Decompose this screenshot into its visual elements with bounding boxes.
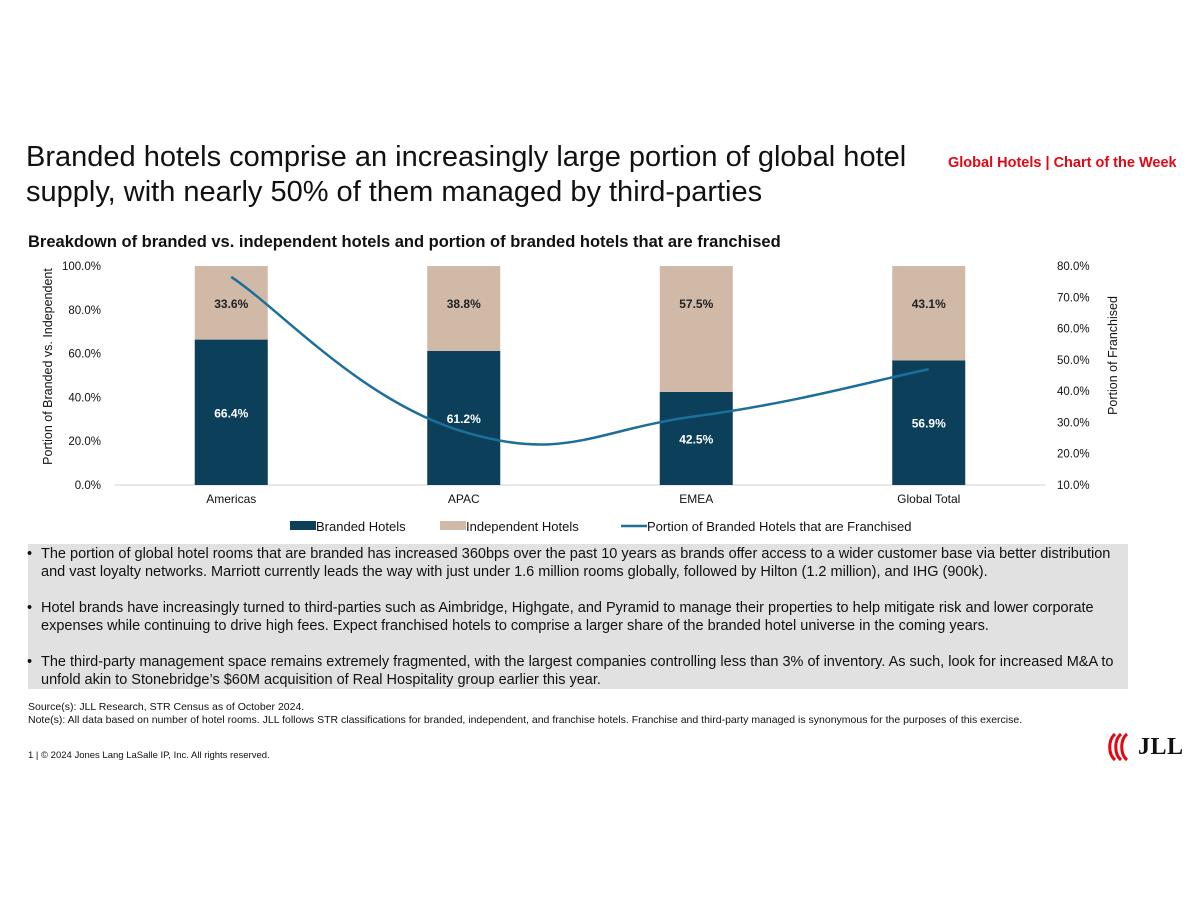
x-tick-label: Global Total [897,492,960,506]
franchised-line [230,275,929,446]
data-label-branded: 61.2% [447,412,481,426]
y-tick-label: 20.0% [68,436,101,448]
report-tag: Global Hotels | Chart of the Week [948,155,1177,171]
bullet-item: The third-party management space remains… [27,653,1128,689]
legend-label: Branded Hotels [316,519,406,534]
legend-label: Portion of Branded Hotels that are Franc… [647,519,911,534]
bar-branded [194,339,268,485]
data-label-branded: 66.4% [214,406,248,420]
y2-tick-label: 20.0% [1057,449,1090,461]
bullet-item: Hotel brands have increasingly turned to… [27,599,1128,635]
source-note: Source(s): JLL Research, STR Census as o… [28,701,305,713]
data-label-independent: 33.6% [214,297,248,311]
y2-tick-label: 40.0% [1057,386,1090,398]
bar-branded [427,350,501,485]
y2-tick-label: 60.0% [1057,324,1090,336]
data-label-independent: 43.1% [912,297,946,311]
y-tick-label: 80.0% [68,305,101,317]
jll-logo: JLL [1107,732,1184,762]
data-label-branded: 56.9% [912,417,946,431]
legend-swatch-branded [290,521,316,530]
data-label-branded: 42.5% [679,432,713,446]
chart-title: Breakdown of branded vs. independent hot… [28,233,781,251]
y-tick-label: 100.0% [62,261,101,273]
jll-logo-icon [1108,732,1129,762]
x-tick-label: APAC [448,492,480,506]
y2-tick-label: 30.0% [1057,417,1090,429]
y2-tick-label: 50.0% [1057,355,1090,367]
bar-independent [427,266,501,351]
bar-independent [892,266,966,361]
y2-tick-label: 80.0% [1057,261,1090,273]
bar-branded [659,391,733,485]
x-tick-label: Americas [206,492,256,506]
footnotes: Source(s): JLL Research, STR Census as o… [28,701,1038,727]
y2-tick-label: 10.0% [1057,480,1090,492]
y-tick-label: 40.0% [68,392,101,404]
copyright: 1 | © 2024 Jones Lang LaSalle IP, Inc. A… [28,750,270,761]
bar-independent [659,266,733,392]
bullet-item: The portion of global hotel rooms that a… [27,545,1128,581]
data-label-independent: 38.8% [447,297,481,311]
y2-axis-title: Portion of Franchised [1106,296,1120,415]
data-label-independent: 57.5% [679,297,713,311]
x-tick-label: EMEA [679,492,713,506]
y-tick-label: 60.0% [68,349,101,361]
legend-swatch-independent [440,521,466,530]
y-axis-title: Portion of Branded vs. Independent [41,268,55,465]
logo-wordmark: JLL [1138,733,1184,760]
bar-branded [892,360,966,485]
legend-label: Independent Hotels [466,519,579,534]
y2-tick-label: 70.0% [1057,292,1090,304]
page-title: Branded hotels comprise an increasingly … [26,141,907,208]
method-note: Note(s): All data based on number of hot… [28,714,1023,726]
combo-chart: 0.0% 20.0% 40.0% 60.0% 80.0% 100.0% 10.0% 20.0%… [41,261,1120,534]
y-tick-label: 0.0% [75,480,101,492]
commentary-box: The portion of global hotel rooms that a… [27,544,1128,689]
